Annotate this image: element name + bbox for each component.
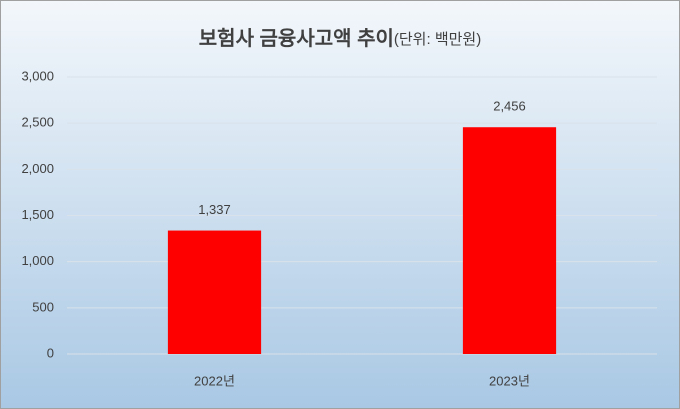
bar (462, 127, 557, 354)
bar (167, 230, 262, 354)
chart-subtitle: (단위: 백만원) (394, 31, 481, 48)
y-tick-label: 1,000 (21, 253, 54, 268)
x-tick-label: 2023년 (489, 373, 530, 388)
y-tick-label: 500 (32, 299, 54, 314)
y-tick-label: 2,500 (21, 115, 54, 130)
x-tick-label: 2022년 (194, 373, 235, 388)
data-label: 2,456 (493, 99, 526, 114)
data-label: 1,337 (198, 202, 231, 217)
y-tick-label: 1,500 (21, 207, 54, 222)
y-tick-label: 3,000 (21, 68, 54, 83)
y-tick-label: 2,000 (21, 161, 54, 176)
chart-heading: 보험사 금융사고액 추이(단위: 백만원) (199, 27, 481, 50)
chart-title: 보험사 금융사고액 추이 (199, 27, 394, 50)
y-tick-label: 0 (47, 345, 54, 360)
